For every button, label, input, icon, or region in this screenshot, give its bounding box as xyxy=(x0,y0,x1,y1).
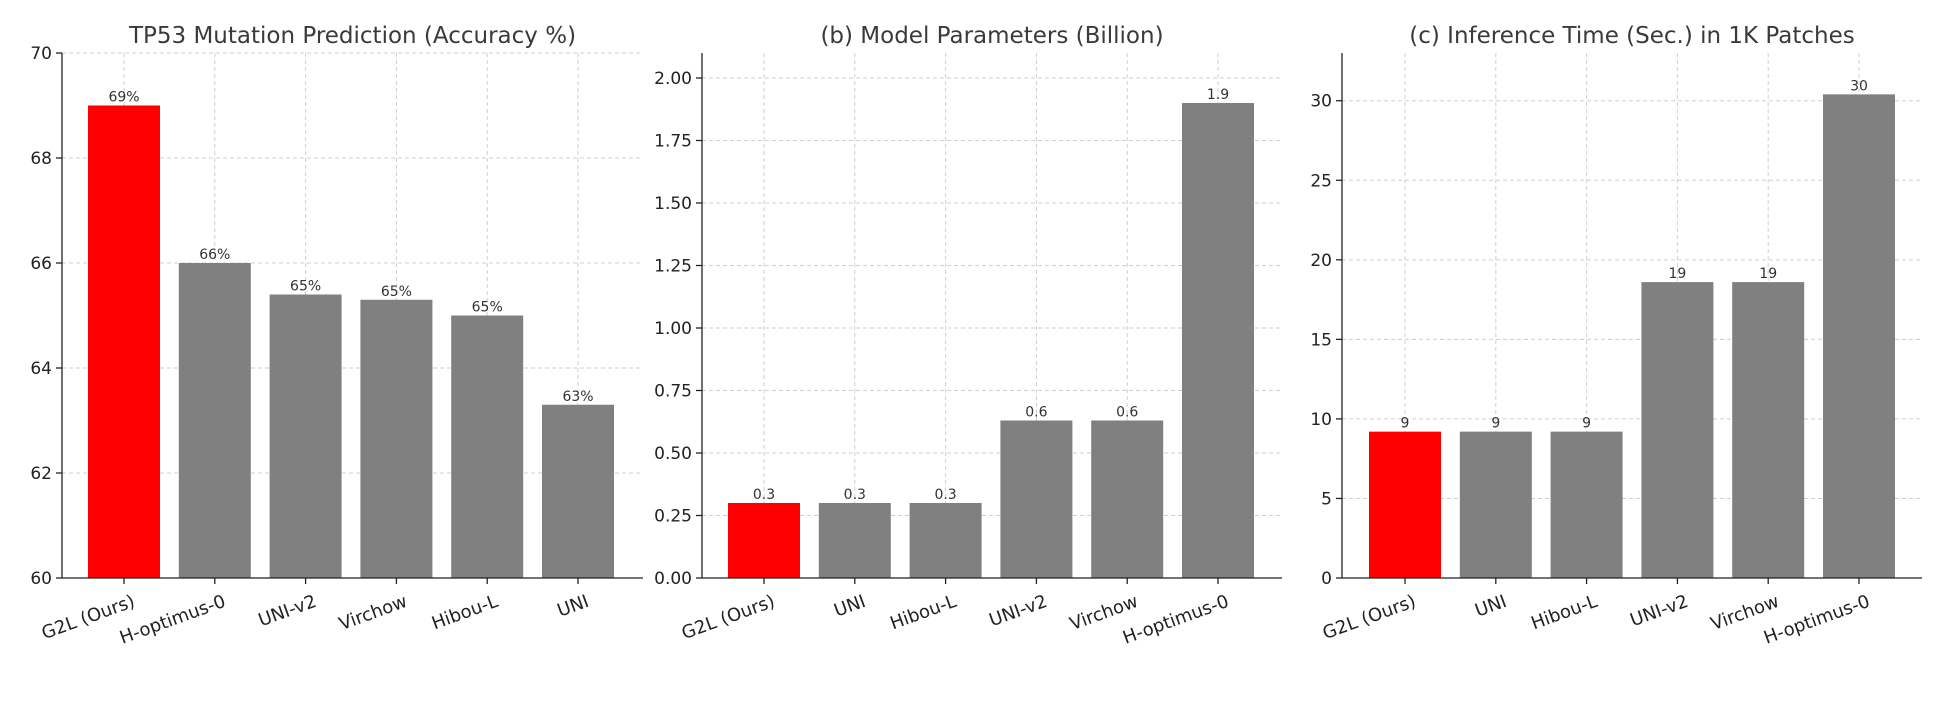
data-label: 69% xyxy=(108,90,139,106)
data-label: 30 xyxy=(1850,78,1868,94)
data-label: 19 xyxy=(1668,266,1686,282)
y-tick-label: 60 xyxy=(30,569,52,589)
x-tick-label: Hibou-L xyxy=(429,591,501,634)
data-label: 65% xyxy=(381,284,412,300)
bar xyxy=(178,263,251,578)
bar xyxy=(360,299,433,578)
chart-panel-3: 0 5 10 15 20 25 30 9 9 9 19 19 30 G2L (Ours) UNI Hibou-… xyxy=(1310,23,1922,649)
data-label: 0.3 xyxy=(753,487,775,503)
bar xyxy=(1091,420,1164,578)
y-tick-label: 15 xyxy=(1310,330,1332,350)
bar xyxy=(728,503,800,578)
bar xyxy=(1459,431,1532,578)
chart-title: TP53 Mutation Prediction (Accuracy %) xyxy=(128,23,576,49)
bar xyxy=(542,404,614,578)
data-label: 9 xyxy=(1582,416,1591,432)
chart-title: (b) Model Parameters (Billion) xyxy=(820,23,1163,49)
x-tick-label: Hibou-L xyxy=(1528,591,1600,634)
data-label: 19 xyxy=(1759,266,1777,282)
bar xyxy=(1732,282,1805,578)
y-tick-label: 0.50 xyxy=(654,444,692,464)
x-tick-label: UNI-v2 xyxy=(986,591,1050,631)
x-tick-label: UNI xyxy=(1472,591,1509,622)
y-tick-label: 1.00 xyxy=(654,319,692,339)
x-tick-label: UNI xyxy=(831,591,868,622)
y-tick-label: 25 xyxy=(1310,171,1332,191)
data-label: 63% xyxy=(562,389,593,405)
x-tick-label: UNI xyxy=(555,591,592,622)
y-tick-label: 0.00 xyxy=(654,569,692,589)
bar xyxy=(1182,103,1254,578)
y-tick-label: 5 xyxy=(1321,489,1332,509)
y-tick-label: 0 xyxy=(1321,569,1332,589)
data-label: 65% xyxy=(290,279,321,295)
bar xyxy=(1641,282,1714,578)
y-tick-label: 0.25 xyxy=(654,507,692,527)
bar xyxy=(909,503,982,578)
x-tick-label: G2L (Ours) xyxy=(679,591,778,644)
y-tick-label: 62 xyxy=(30,464,52,484)
bar xyxy=(818,503,891,578)
chart-title: (c) Inference Time (Sec.) in 1K Patches xyxy=(1409,23,1854,49)
y-tick-label: 20 xyxy=(1310,251,1332,271)
data-label: 1.9 xyxy=(1207,87,1229,103)
y-tick-label: 68 xyxy=(30,149,52,169)
data-label: 0.3 xyxy=(934,487,956,503)
y-tick-label: 0.75 xyxy=(654,382,692,402)
y-tick-label: 70 xyxy=(30,44,52,64)
bar xyxy=(1369,431,1441,578)
bar xyxy=(1550,431,1623,578)
x-tick-label: Hibou-L xyxy=(887,591,959,634)
y-tick-label: 1.50 xyxy=(654,194,692,214)
bar xyxy=(1000,420,1073,578)
y-tick-label: 1.25 xyxy=(654,257,692,277)
x-tick-label: UNI-v2 xyxy=(1627,591,1691,631)
y-tick-label: 2.00 xyxy=(654,69,692,89)
data-label: 65% xyxy=(472,300,503,316)
bar xyxy=(88,105,160,578)
bar xyxy=(269,294,342,578)
data-label: 9 xyxy=(1491,416,1500,432)
data-label: 0.6 xyxy=(1116,405,1138,421)
x-tick-label: UNI-v2 xyxy=(256,591,320,631)
x-tick-label: Virchow xyxy=(336,591,410,635)
y-tick-label: 64 xyxy=(30,359,52,379)
data-label: 66% xyxy=(199,247,230,263)
bar xyxy=(451,315,524,578)
y-tick-label: 10 xyxy=(1310,410,1332,430)
data-label: 9 xyxy=(1401,416,1410,432)
x-tick-label: G2L (Ours) xyxy=(1320,591,1419,644)
y-tick-label: 66 xyxy=(30,254,52,274)
data-label: 0.3 xyxy=(844,487,866,503)
bar xyxy=(1823,94,1895,578)
data-label: 0.6 xyxy=(1025,405,1047,421)
y-tick-label: 30 xyxy=(1310,92,1332,112)
chart-panel-2: 0.00 0.25 0.50 0.75 1.00 1.25 1.50 1.75 2.00 0.3 0… xyxy=(654,23,1282,649)
y-tick-label: 1.75 xyxy=(654,132,692,152)
